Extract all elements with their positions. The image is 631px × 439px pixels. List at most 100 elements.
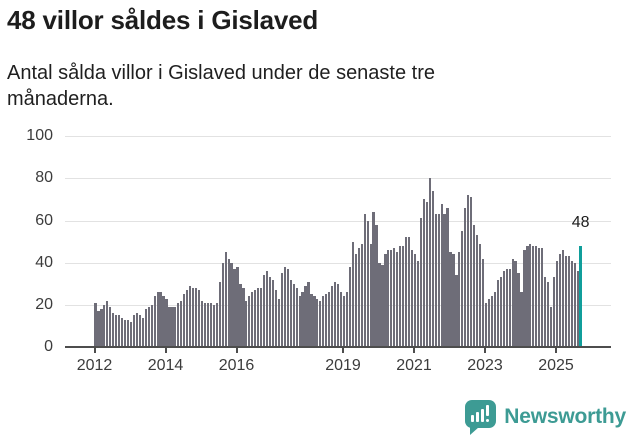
bar [271,279,275,347]
bar [245,300,248,347]
bar [165,298,168,347]
y-tick-label: 20 [35,295,53,313]
bar [280,273,283,347]
bar [289,279,292,347]
bar [197,290,201,347]
bar [514,260,517,347]
bar [209,302,212,347]
bar [458,252,461,347]
bar [555,260,559,347]
bar [336,283,340,347]
bar [295,288,298,347]
chart-subtitle: Antal sålda villor i Gislaved under de s… [7,62,436,110]
x-tick-label: 2023 [467,357,503,374]
bar [141,317,144,347]
bar [422,199,425,347]
bar [192,288,195,347]
bar [189,285,192,347]
bar [322,296,325,347]
y-tick-label: 40 [35,253,53,271]
bar [473,224,476,347]
x-tick-mark [413,348,415,353]
bar [115,315,118,347]
newsworthy-wordmark: Newsworthy [504,405,626,428]
bar [298,296,301,347]
bar [221,262,224,347]
bar [455,275,458,347]
bar [118,315,121,347]
bar [328,292,331,347]
bar [304,285,307,347]
bar [168,306,171,347]
bar [183,294,186,347]
bar [159,292,162,347]
y-tick-label: 80 [35,169,53,187]
bar [265,271,269,347]
bar [405,237,408,347]
bar [121,317,124,347]
bar [218,281,221,347]
y-tick-label: 60 [35,211,53,229]
bar [428,178,431,347]
bar [434,214,437,347]
bar [567,256,570,347]
x-tick-mark [484,348,486,353]
x-tick-mark [555,348,557,353]
highlight-value-label: 48 [571,213,590,231]
bar [523,250,526,347]
bar [319,300,322,347]
bar [549,306,553,347]
bar [345,292,349,347]
bar [541,247,544,347]
x-tick-mark [93,348,96,353]
bar [517,273,520,347]
bar [180,300,183,347]
x-tick-mark [342,348,344,353]
bar [100,309,103,347]
bar [576,271,579,347]
bar [109,306,112,347]
bar [369,243,372,347]
bar [511,258,514,347]
bar [351,241,354,347]
bar [162,296,165,347]
bar [372,212,375,347]
bar [123,319,127,347]
bar [467,195,470,347]
bar [502,271,505,347]
bar [476,235,479,347]
bar [452,254,455,347]
y-tick-label: 100 [26,127,53,145]
bar [132,315,136,347]
bar [325,294,328,347]
bar [206,302,209,347]
bar [493,292,496,347]
newsworthy-logo[interactable]: Newsworthy [465,400,626,435]
x-tick-mark [164,348,167,353]
bar [301,292,304,347]
bar [227,258,230,347]
bar [570,260,573,347]
bar [552,277,556,347]
bar [532,245,535,347]
bar [129,321,133,347]
bar [263,275,266,347]
bar [292,283,295,347]
bar [147,306,150,347]
bar [177,302,180,347]
newsworthy-chart-bubble-icon [465,400,497,435]
bar [310,294,313,347]
bar [508,269,511,347]
bar [558,254,562,347]
x-tick-mark [235,348,238,353]
bar [156,292,159,347]
bar [413,254,417,347]
bar [112,313,115,347]
bar [396,252,399,347]
bar [94,302,97,347]
bar [307,281,310,347]
bar [248,296,251,347]
bar [200,300,204,347]
gridline [65,178,611,180]
